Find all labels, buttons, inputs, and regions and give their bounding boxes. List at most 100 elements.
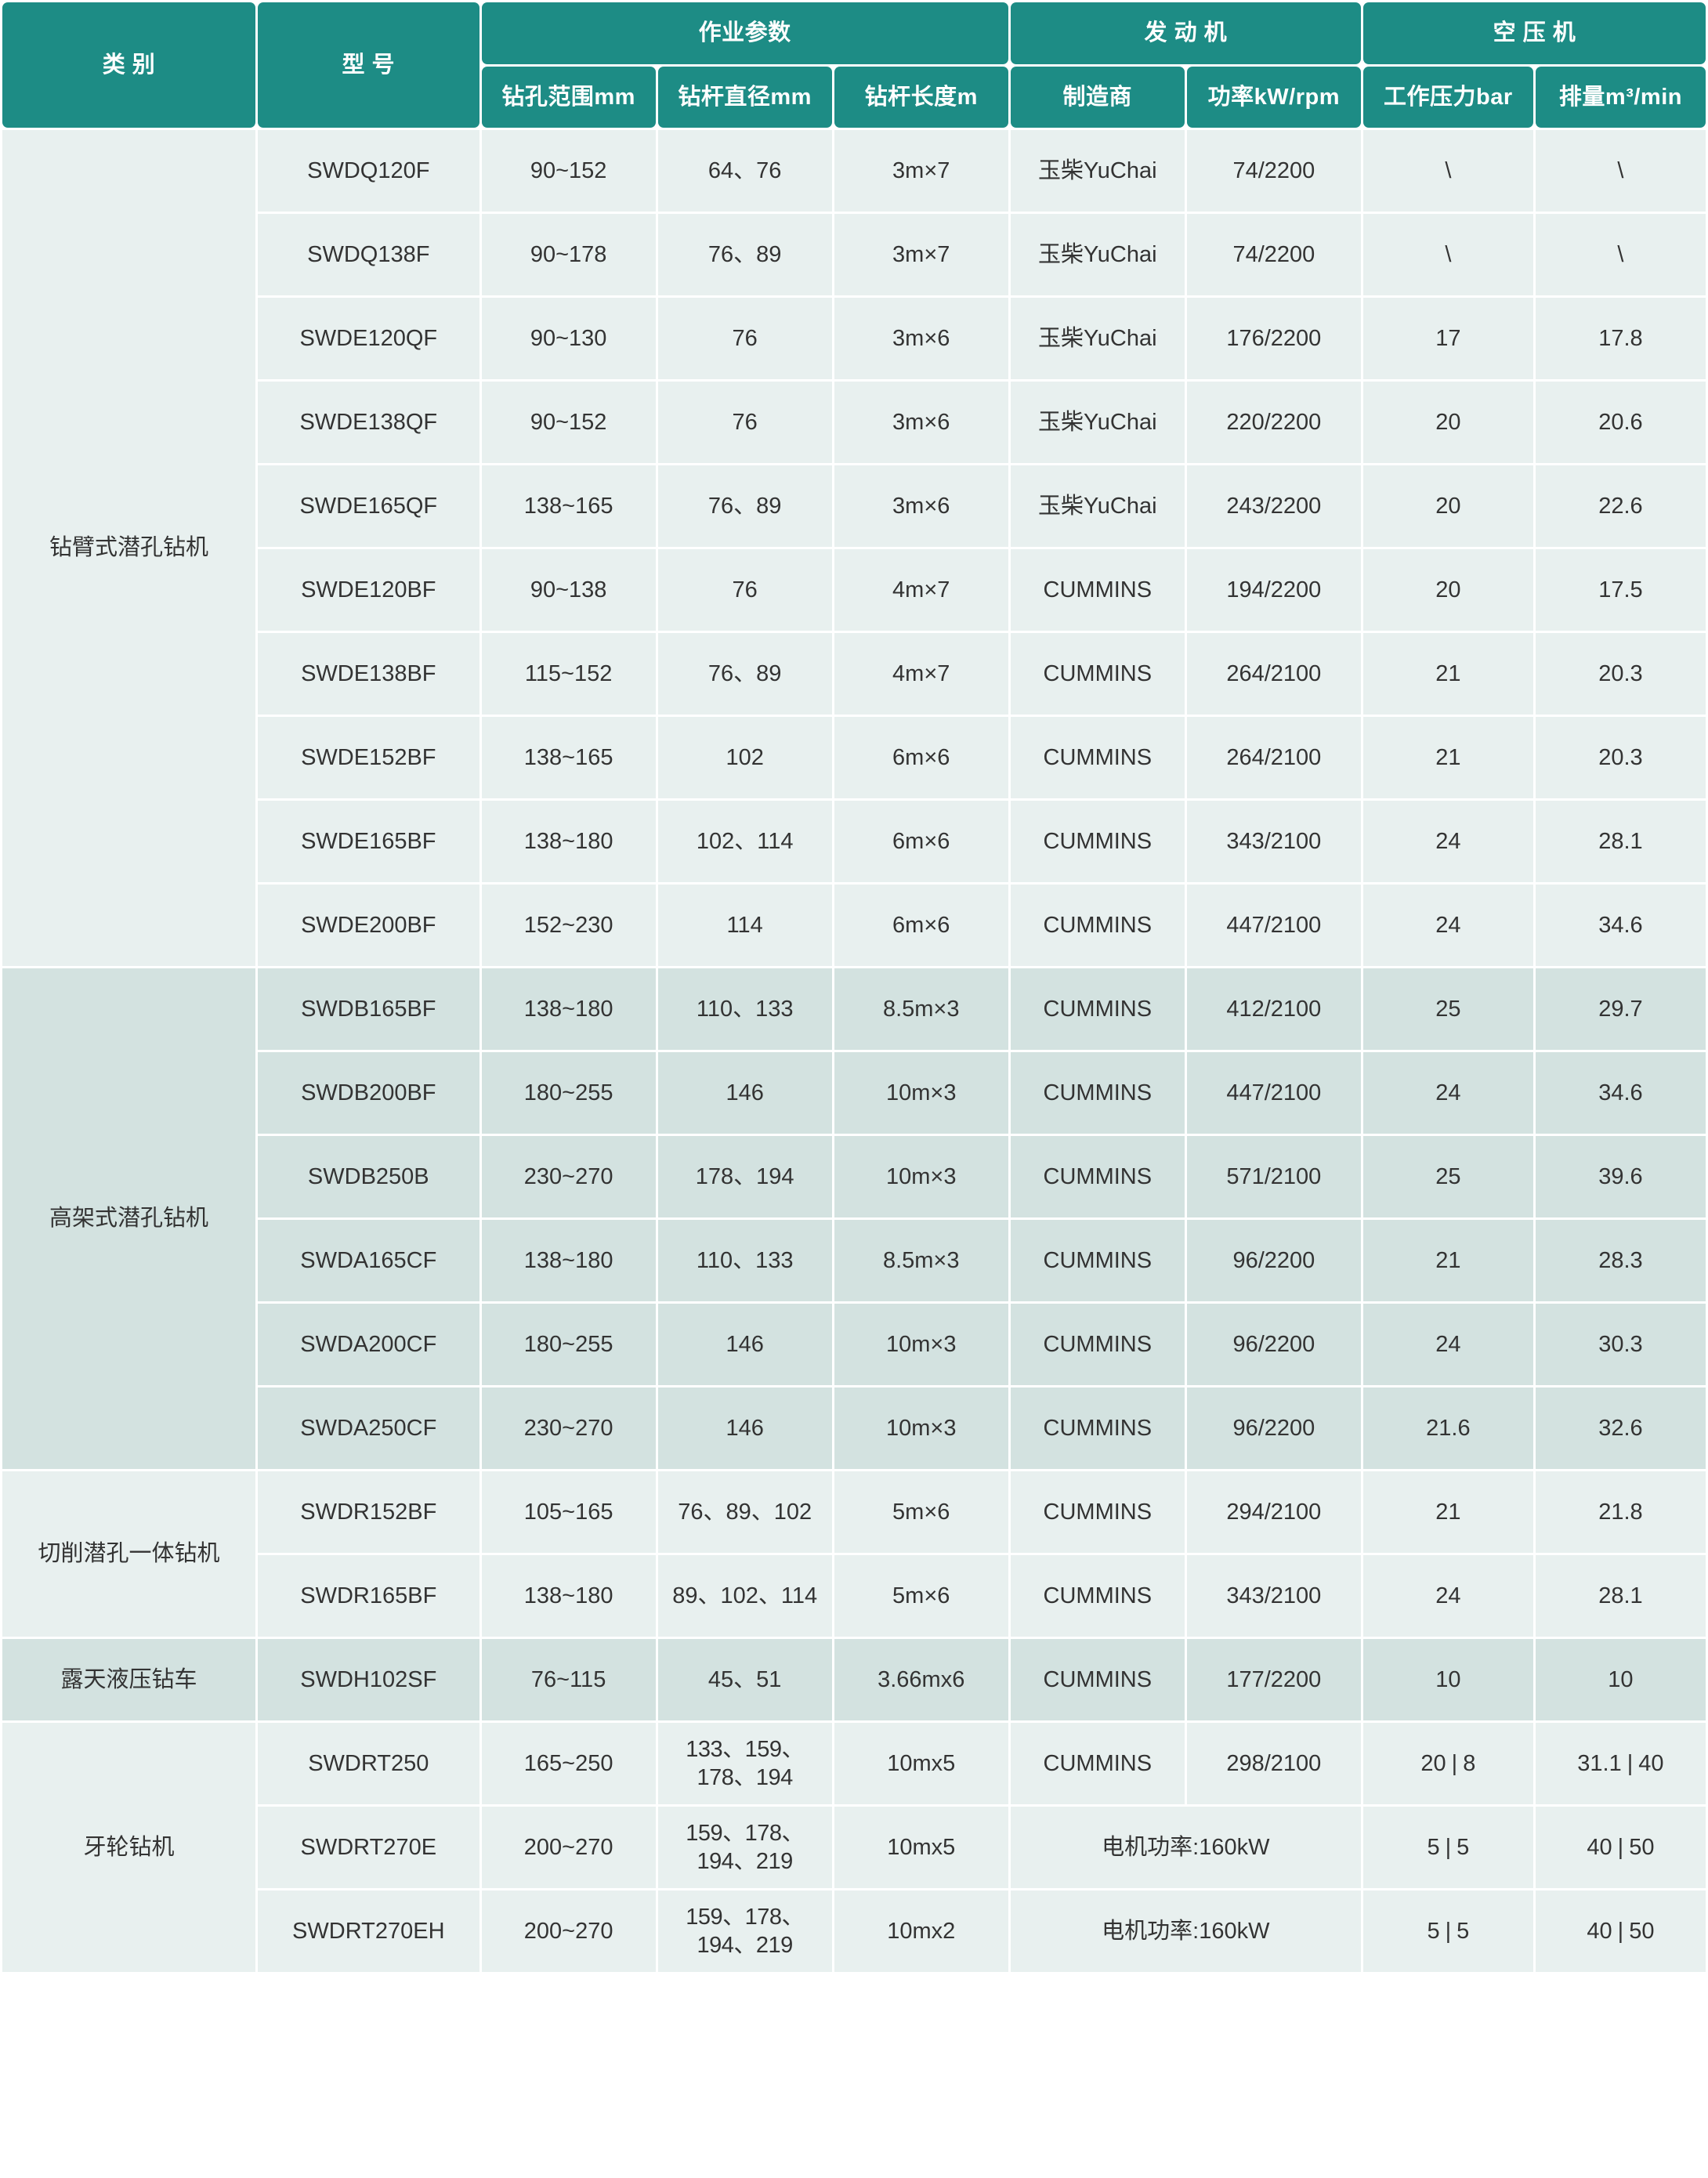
hole-range-cell: 90~130	[481, 298, 656, 379]
rod-length-cell: 4m×7	[834, 549, 1008, 631]
table-row: SWDE152BF 138~165 102 6m×6 CUMMINS 264/2100 21…	[2, 717, 1706, 798]
power-cell: 294/2100	[1186, 1471, 1361, 1553]
rod-length-cell: 10m×3	[834, 1052, 1008, 1134]
model-cell: SWDB200BF	[257, 1052, 479, 1134]
flow-rate-cell: 20.3	[1535, 633, 1706, 715]
flow-rate-cell: \	[1535, 130, 1706, 212]
working-pressure-cell: 21	[1362, 633, 1533, 715]
flow-rate-cell: 30.3	[1535, 1304, 1706, 1385]
rod-diameter-cell: 102、114	[657, 801, 832, 882]
header-flow-rate: 排量m³/min	[1535, 66, 1706, 128]
header-group-engine: 发 动 机	[1010, 2, 1361, 64]
table-row: SWDR165BF 138~180 89、102、114 5m×6 CUMMINS 343…	[2, 1555, 1706, 1637]
rod-diameter-cell: 76	[657, 298, 832, 379]
rod-diameter-cell: 45、51	[657, 1639, 832, 1720]
manufacturer-cell: CUMMINS	[1010, 1723, 1185, 1804]
power-cell: 298/2100	[1186, 1723, 1361, 1804]
category-cell: 牙轮钻机	[2, 1723, 255, 1972]
manufacturer-cell: 玉柴YuChai	[1010, 298, 1185, 379]
manufacturer-cell: CUMMINS	[1010, 717, 1185, 798]
table-row: 钻臂式潜孔钻机 SWDQ120F 90~152 64、76 3m×7 玉柴YuChai 74…	[2, 130, 1706, 966]
manufacturer-cell: 玉柴YuChai	[1010, 465, 1185, 547]
power-cell: 74/2200	[1186, 214, 1361, 295]
working-pressure-cell: 24	[1362, 1052, 1533, 1134]
value-separator: |	[1627, 1750, 1634, 1776]
header-group-operating-parameters: 作业参数	[481, 2, 1008, 64]
table-body: 钻臂式潜孔钻机 SWDQ120F 90~152 64、76 3m×7 玉柴YuChai 74…	[2, 130, 1706, 1972]
hole-range-cell: 90~152	[481, 382, 656, 463]
table-row: 牙轮钻机 SWDRT250 165~250 133、159、178、194 10mx5 C…	[2, 1723, 1706, 1972]
table-row: SWDE138QF 90~152 76 3m×6 玉柴YuChai 220/2200 20 2…	[2, 382, 1706, 463]
rod-diameter-cell: 76	[657, 549, 832, 631]
model-cell: SWDE152BF	[257, 717, 479, 798]
working-pressure-cell: 24	[1362, 1555, 1533, 1637]
power-cell: 220/2200	[1186, 382, 1361, 463]
flow-rate-cell: 34.6	[1535, 1052, 1706, 1134]
power-cell: 74/2200	[1186, 130, 1361, 212]
model-cell: SWDRT250	[257, 1723, 479, 1804]
hole-range-cell: 230~270	[481, 1136, 656, 1217]
manufacturer-cell: CUMMINS	[1010, 1555, 1185, 1637]
power-cell: 571/2100	[1186, 1136, 1361, 1217]
hole-range-cell: 180~255	[481, 1052, 656, 1134]
flow-rate-cell: 40 | 50	[1535, 1890, 1706, 1972]
rod-diameter-cell: 146	[657, 1304, 832, 1385]
power-cell: 177/2200	[1186, 1639, 1361, 1720]
hole-range-cell: 90~178	[481, 214, 656, 295]
flow-rate-cell: 34.6	[1535, 885, 1706, 966]
hole-range-cell: 180~255	[481, 1304, 656, 1385]
working-pressure-cell: 24	[1362, 801, 1533, 882]
manufacturer-cell: CUMMINS	[1010, 1639, 1185, 1720]
rod-diameter-cell: 89、102、114	[657, 1555, 832, 1637]
power-cell: 176/2200	[1186, 298, 1361, 379]
working-pressure-cell: 10	[1362, 1639, 1533, 1720]
working-pressure-cell: 21	[1362, 717, 1533, 798]
manufacturer-cell: CUMMINS	[1010, 885, 1185, 966]
rod-length-cell: 6m×6	[834, 801, 1008, 882]
model-cell: SWDR152BF	[257, 1471, 479, 1553]
table-row: SWDA200CF 180~255 146 10m×3 CUMMINS 96/2200 24…	[2, 1304, 1706, 1385]
hole-range-cell: 76~115	[481, 1639, 656, 1720]
rod-diameter-cell: 114	[657, 885, 832, 966]
rod-diameter-cell: 76、89、102	[657, 1471, 832, 1553]
working-pressure-cell: \	[1362, 130, 1533, 212]
value-separator: |	[1617, 1918, 1624, 1944]
working-pressure-cell: 5 | 5	[1362, 1807, 1533, 1888]
manufacturer-cell: 电机功率:160kW	[1010, 1807, 1361, 1888]
rod-diameter-cell: 146	[657, 1387, 832, 1469]
flow-rate-cell: 10	[1535, 1639, 1706, 1720]
rod-diameter-cell: 110、133	[657, 1220, 832, 1301]
flow-rate-cell: 29.7	[1535, 968, 1706, 1050]
manufacturer-cell: CUMMINS	[1010, 801, 1185, 882]
model-cell: SWDRT270E	[257, 1807, 479, 1888]
flow-rate-cell: 28.1	[1535, 1555, 1706, 1637]
header-hole-range: 钻孔范围mm	[481, 66, 656, 128]
model-cell: SWDRT270EH	[257, 1890, 479, 1972]
flow-rate-cell: 21.8	[1535, 1471, 1706, 1553]
table-row: SWDRT270E 200~270 159、178、194、219 10mx5 电机功率…	[2, 1807, 1706, 1888]
rod-length-cell: 5m×6	[834, 1555, 1008, 1637]
model-cell: SWDE138BF	[257, 633, 479, 715]
flow-rate-cell: 17.5	[1535, 549, 1706, 631]
working-pressure-cell: 21.6	[1362, 1387, 1533, 1469]
working-pressure-cell: 21	[1362, 1220, 1533, 1301]
rod-diameter-cell: 76	[657, 382, 832, 463]
category-cell: 切削潜孔一体钻机	[2, 1471, 255, 1637]
manufacturer-cell: CUMMINS	[1010, 549, 1185, 631]
rod-length-cell: 3.66mx6	[834, 1639, 1008, 1720]
model-cell: SWDE138QF	[257, 382, 479, 463]
table-row: SWDA250CF 230~270 146 10m×3 CUMMINS 96/2200 21…	[2, 1387, 1706, 1469]
manufacturer-cell: 玉柴YuChai	[1010, 214, 1185, 295]
table-row: SWDB200BF 180~255 146 10m×3 CUMMINS 447/2100 2…	[2, 1052, 1706, 1134]
power-cell: 194/2200	[1186, 549, 1361, 631]
rod-length-cell: 10mx5	[834, 1723, 1008, 1804]
power-cell: 264/2100	[1186, 633, 1361, 715]
rod-length-cell: 3m×6	[834, 298, 1008, 379]
category-cell: 露天液压钻车	[2, 1639, 255, 1720]
rod-diameter-cell: 76、89	[657, 214, 832, 295]
table-row: SWDQ138F 90~178 76、89 3m×7 玉柴YuChai 74/2200 \ \	[2, 214, 1706, 295]
hole-range-cell: 138~165	[481, 465, 656, 547]
model-cell: SWDH102SF	[257, 1639, 479, 1720]
rod-length-cell: 3m×7	[834, 214, 1008, 295]
model-cell: SWDQ120F	[257, 130, 479, 212]
